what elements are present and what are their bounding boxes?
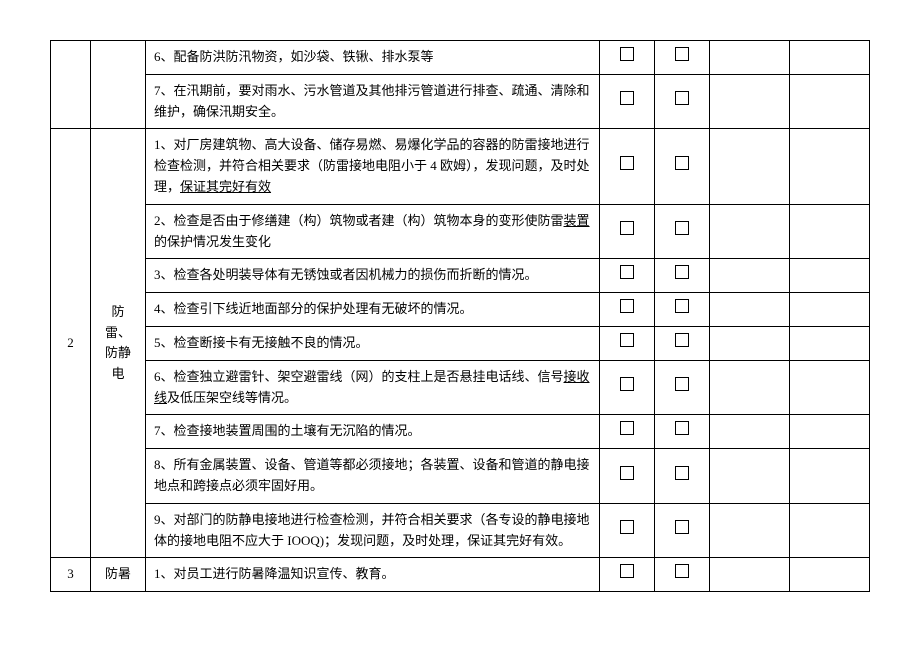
checkbox[interactable] (675, 377, 689, 391)
blank-cell (790, 41, 870, 75)
description-cell: 8、所有金属装置、设备、管道等都必须接地；各装置、设备和管道的静电接地点和跨接点… (146, 449, 600, 504)
blank-cell (790, 204, 870, 259)
category-cell: 防暑 (91, 558, 146, 592)
description-cell: 5、检查断接卡有无接触不良的情况。 (146, 326, 600, 360)
description-cell: 1、对厂房建筑物、高大设备、储存易燃、易爆化学品的容器的防雷接地进行检查检测，并… (146, 129, 600, 204)
description-cell: 7、检查接地装置周围的土壤有无沉陷的情况。 (146, 415, 600, 449)
checkbox[interactable] (675, 564, 689, 578)
blank-cell (710, 449, 790, 504)
blank-cell (710, 204, 790, 259)
checkbox[interactable] (620, 299, 634, 313)
category-cell (91, 41, 146, 129)
checkbox[interactable] (620, 564, 634, 578)
table-row: 4、检查引下线近地面部分的保护处理有无破坏的情况。 (51, 293, 870, 327)
seq-cell: 2 (51, 129, 91, 558)
description-cell: 1、对员工进行防暑降温知识宣传、教育。 (146, 558, 600, 592)
checkbox[interactable] (620, 221, 634, 235)
checkbox[interactable] (620, 156, 634, 170)
blank-cell (710, 259, 790, 293)
description-cell: 9、对部门的防静电接地进行检查检测，并符合相关要求（各专设的静电接地体的接地电阻… (146, 503, 600, 558)
table-row: 6、检查独立避雷针、架空避雷线（网）的支柱上是否悬挂电话线、信号接收线及低压架空… (51, 360, 870, 415)
blank-cell (790, 449, 870, 504)
description-cell: 4、检查引下线近地面部分的保护处理有无破坏的情况。 (146, 293, 600, 327)
description-cell: 7、在汛期前，要对雨水、污水管道及其他排污管道进行排查、疏通、清除和维护，确保汛… (146, 74, 600, 129)
checkbox[interactable] (620, 466, 634, 480)
blank-cell (790, 74, 870, 129)
description-cell: 3、检查各处明装导体有无锈蚀或者因机械力的损伤而折断的情况。 (146, 259, 600, 293)
table-row: 2防雷、防静电1、对厂房建筑物、高大设备、储存易燃、易爆化学品的容器的防雷接地进… (51, 129, 870, 204)
blank-cell (710, 558, 790, 592)
blank-cell (790, 129, 870, 204)
blank-cell (790, 415, 870, 449)
blank-cell (710, 293, 790, 327)
table-row: 3、检查各处明装导体有无锈蚀或者因机械力的损伤而折断的情况。 (51, 259, 870, 293)
seq-cell (51, 41, 91, 129)
blank-cell (710, 360, 790, 415)
checkbox[interactable] (675, 91, 689, 105)
table-row: 3防暑1、对员工进行防暑降温知识宣传、教育。 (51, 558, 870, 592)
table-row: 8、所有金属装置、设备、管道等都必须接地；各装置、设备和管道的静电接地点和跨接点… (51, 449, 870, 504)
table-row: 7、在汛期前，要对雨水、污水管道及其他排污管道进行排查、疏通、清除和维护，确保汛… (51, 74, 870, 129)
blank-cell (710, 74, 790, 129)
blank-cell (790, 259, 870, 293)
checkbox[interactable] (620, 333, 634, 347)
blank-cell (710, 326, 790, 360)
blank-cell (790, 360, 870, 415)
table-row: 5、检查断接卡有无接触不良的情况。 (51, 326, 870, 360)
checkbox[interactable] (675, 221, 689, 235)
checkbox[interactable] (620, 265, 634, 279)
blank-cell (710, 415, 790, 449)
blank-cell (790, 326, 870, 360)
description-cell: 6、检查独立避雷针、架空避雷线（网）的支柱上是否悬挂电话线、信号接收线及低压架空… (146, 360, 600, 415)
inspection-table: 6、配备防洪防汛物资，如沙袋、铁锹、排水泵等7、在汛期前，要对雨水、污水管道及其… (50, 40, 870, 592)
blank-cell (710, 503, 790, 558)
table-row: 7、检查接地装置周围的土壤有无沉陷的情况。 (51, 415, 870, 449)
table-row: 6、配备防洪防汛物资，如沙袋、铁锹、排水泵等 (51, 41, 870, 75)
checkbox[interactable] (620, 377, 634, 391)
seq-cell: 3 (51, 558, 91, 592)
table-row: 9、对部门的防静电接地进行检查检测，并符合相关要求（各专设的静电接地体的接地电阻… (51, 503, 870, 558)
checkbox[interactable] (675, 466, 689, 480)
checkbox[interactable] (620, 421, 634, 435)
blank-cell (710, 129, 790, 204)
checkbox[interactable] (675, 299, 689, 313)
checkbox[interactable] (620, 91, 634, 105)
checkbox[interactable] (675, 333, 689, 347)
checkbox[interactable] (620, 47, 634, 61)
blank-cell (790, 558, 870, 592)
checkbox[interactable] (620, 520, 634, 534)
checkbox[interactable] (675, 47, 689, 61)
checkbox[interactable] (675, 265, 689, 279)
description-cell: 6、配备防洪防汛物资，如沙袋、铁锹、排水泵等 (146, 41, 600, 75)
description-cell: 2、检查是否由于修缮建（构）筑物或者建（构）筑物本身的变形使防雷装置的保护情况发… (146, 204, 600, 259)
category-cell: 防雷、防静电 (91, 129, 146, 558)
blank-cell (790, 503, 870, 558)
checkbox[interactable] (675, 520, 689, 534)
checkbox[interactable] (675, 156, 689, 170)
checkbox[interactable] (675, 421, 689, 435)
table-row: 2、检查是否由于修缮建（构）筑物或者建（构）筑物本身的变形使防雷装置的保护情况发… (51, 204, 870, 259)
blank-cell (710, 41, 790, 75)
blank-cell (790, 293, 870, 327)
